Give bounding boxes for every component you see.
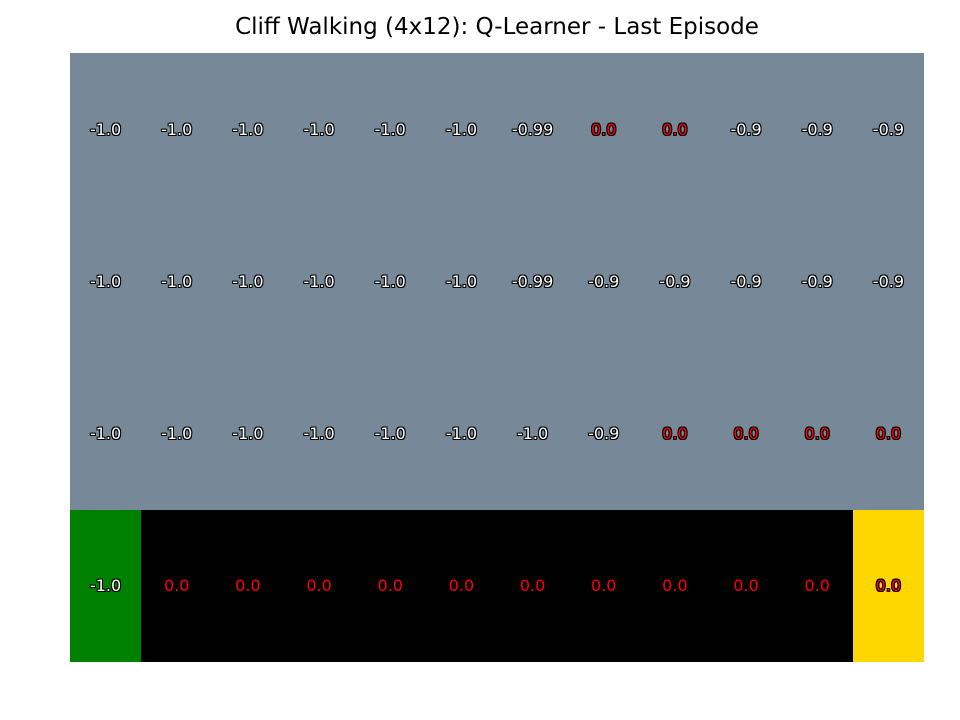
grid-cell: -0.9 <box>568 357 640 510</box>
grid-cell: -1.0 <box>283 357 355 510</box>
grid-cell: -0.9 <box>568 205 640 358</box>
cliff-cell: 0.0 <box>639 509 711 662</box>
grid-cell: -0.9 <box>781 53 853 206</box>
cliff-cell: 0.0 <box>212 509 284 662</box>
cliff-cell: 0.0 <box>568 509 640 662</box>
grid-cell: -0.9 <box>710 53 782 206</box>
grid-cell: -1.0 <box>425 205 497 358</box>
grid-cell: -1.0 <box>425 357 497 510</box>
grid-cell: -1.0 <box>354 357 426 510</box>
grid-cell: -1.0 <box>354 205 426 358</box>
grid-cell: -0.99 <box>496 53 569 206</box>
goal-cell: 0.0 <box>852 509 924 662</box>
grid-cell: -1.0 <box>70 205 142 358</box>
grid-cell: -0.9 <box>781 205 853 358</box>
grid-cell: -1.0 <box>496 357 569 510</box>
grid-cell: -1.0 <box>212 357 284 510</box>
grid-cell: -0.9 <box>852 205 924 358</box>
grid-cell: -1.0 <box>70 53 142 206</box>
grid-cell: 0.0 <box>568 53 640 206</box>
cliff-cell: 0.0 <box>283 509 355 662</box>
grid-cell: -0.9 <box>852 53 924 206</box>
grid-cell: -1.0 <box>212 53 284 206</box>
cliff-cell: 0.0 <box>354 509 426 662</box>
cliff-cell: 0.0 <box>141 509 213 662</box>
grid-cell: -1.0 <box>70 357 142 510</box>
grid-cell: -1.0 <box>141 357 213 510</box>
grid-cell: -0.9 <box>639 205 711 358</box>
cliff-cell: 0.0 <box>496 509 569 662</box>
figure-title: Cliff Walking (4x12): Q-Learner - Last E… <box>235 14 759 40</box>
grid-cell: -1.0 <box>141 205 213 358</box>
grid-cell: -1.0 <box>425 53 497 206</box>
grid-cell: 0.0 <box>710 357 782 510</box>
grid-cell: -1.0 <box>354 53 426 206</box>
cliff-cell: 0.0 <box>425 509 497 662</box>
grid-cell: -1.0 <box>212 205 284 358</box>
grid-cell: -1.0 <box>283 205 355 358</box>
cliff-cell: 0.0 <box>710 509 782 662</box>
cliff-walking-grid: -1.0 -1.0 -1.0 -1.0 -1.0 -1.0 -0.99 0.0 0.0 -0.9-… <box>70 53 924 662</box>
start-cell: -1.0 <box>70 509 142 662</box>
cliff-cell: 0.0 <box>781 509 853 662</box>
grid-cell: -0.99 <box>496 205 569 358</box>
grid-cell: -0.9 <box>710 205 782 358</box>
grid-cell: -1.0 <box>141 53 213 206</box>
grid-cell: 0.0 <box>852 357 924 510</box>
grid-cell: 0.0 <box>639 357 711 510</box>
grid-cell: 0.0 <box>639 53 711 206</box>
grid-cell: 0.0 <box>781 357 853 510</box>
grid-cell: -1.0 <box>283 53 355 206</box>
